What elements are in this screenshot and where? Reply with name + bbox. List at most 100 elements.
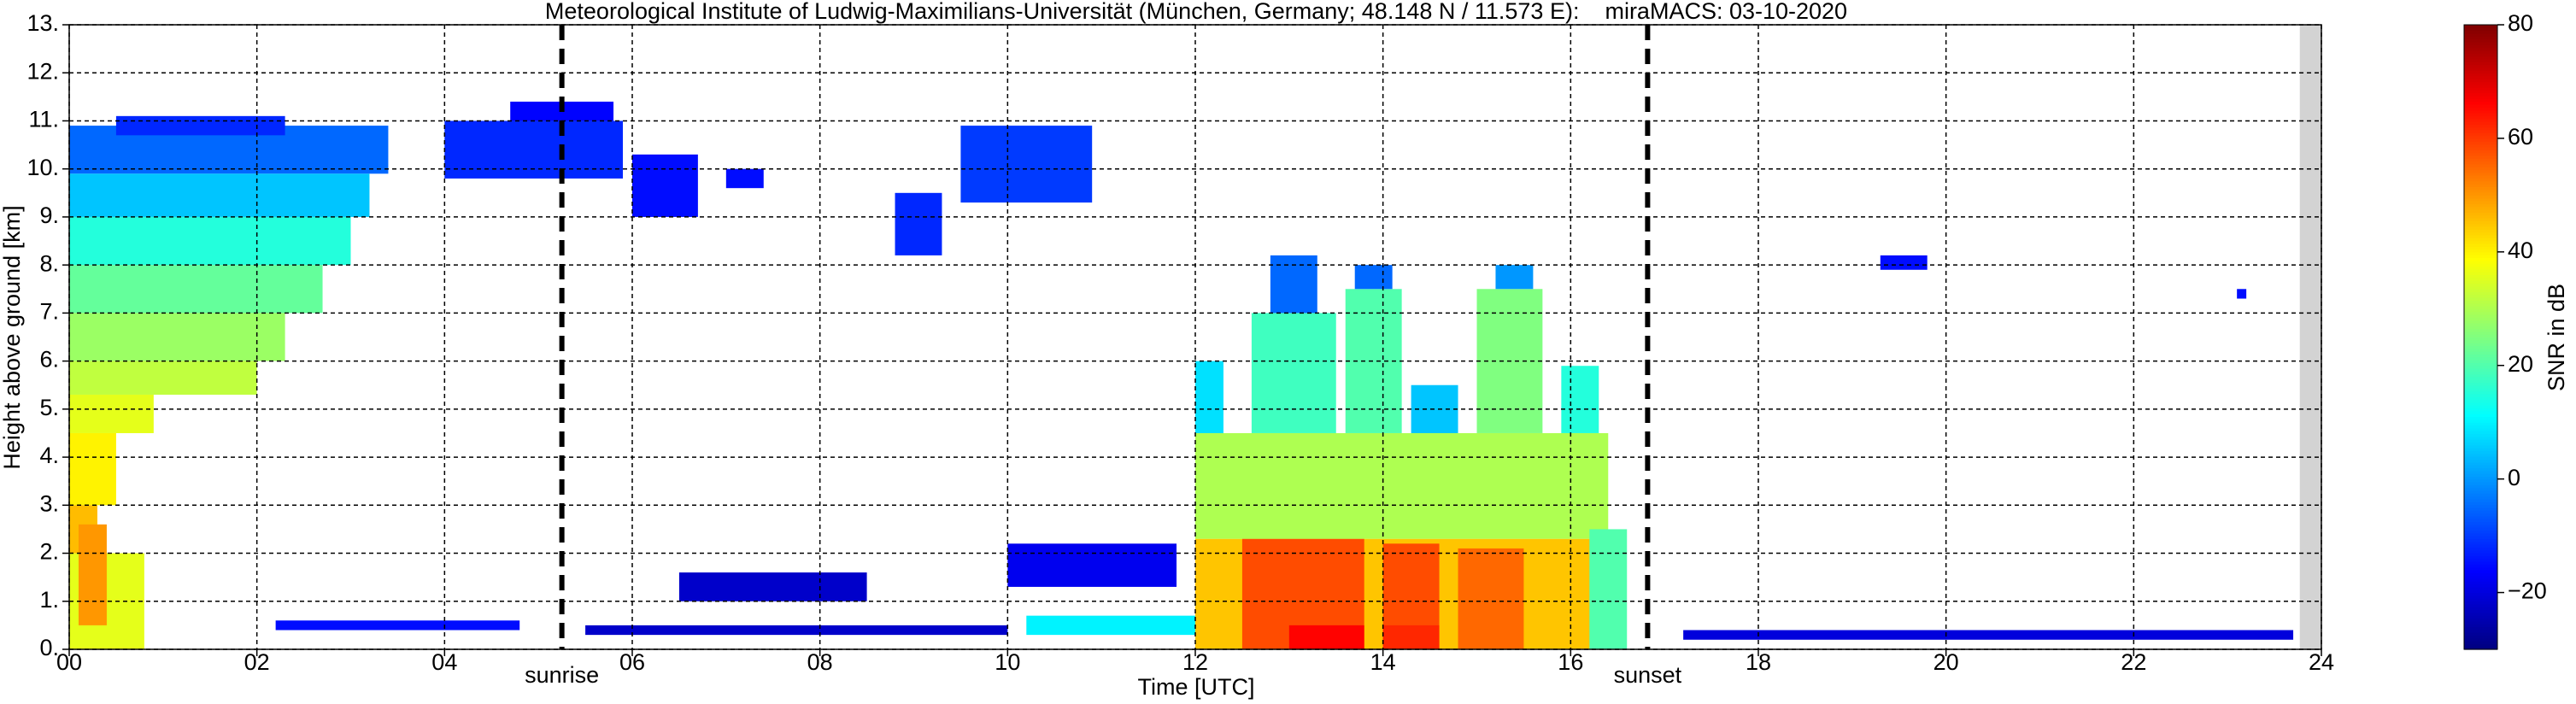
colorbar-segment [2464,251,2497,255]
colorbar-segment [2464,184,2497,187]
colorbar-segment [2464,547,2497,551]
colorbar-segment [2464,382,2497,386]
x-tick-label: 06 [619,649,645,675]
colorbar-segment [2464,555,2497,560]
annotation-label: sunrise [525,662,599,688]
colorbar-segment [2464,243,2497,247]
y-tick-label: 9. [39,202,59,228]
colorbar-segment [2464,351,2497,355]
colorbar-segment [2464,234,2497,238]
colorbar-tick-label: 40 [2508,238,2533,263]
radar-echo [1026,615,1195,636]
x-tick-label: 12 [1182,649,1208,675]
colorbar-segment [2464,603,2497,607]
colorbar-segment [2464,581,2497,585]
radar-echo [69,313,285,361]
colorbar-segment [2464,302,2497,307]
colorbar-segment [2464,544,2497,548]
x-tick-label: 20 [1933,649,1959,675]
colorbar-segment [2464,362,2497,367]
colorbar-segment [2464,328,2497,332]
colorbar-segment [2464,44,2497,49]
y-tick-label: 11. [28,107,59,132]
colorbar-segment [2464,620,2497,625]
x-tick-label: 10 [995,649,1020,675]
colorbar-segment [2464,572,2497,577]
colorbar-segment [2464,560,2497,565]
radar-echo [585,625,1008,636]
colorbar-segment [2464,73,2497,77]
colorbar-segment [2464,195,2497,199]
colorbar-segment [2464,456,2497,460]
colorbar-segment [2464,217,2497,221]
colorbar-segment [2464,553,2497,556]
colorbar-segment [2464,493,2497,497]
colorbar-segment [2464,629,2497,633]
colorbar-segment [2464,439,2497,443]
colorbar-segment [2464,476,2497,480]
colorbar-segment [2464,167,2497,171]
radar-echo [895,192,942,255]
colorbar-segment [2464,609,2497,613]
colorbar-segment [2464,146,2497,150]
colorbar-segment [2464,354,2497,358]
radar-echo [678,572,867,601]
colorbar-segment [2464,402,2497,406]
colorbar-segment [2464,558,2497,562]
y-tick-label: 5. [39,395,59,420]
colorbar-segment [2464,64,2497,68]
colorbar-segment [2464,152,2497,156]
colorbar-segment [2464,377,2497,380]
colorbar-segment [2464,141,2497,145]
colorbar-segment [2464,238,2497,242]
radar-echo [1288,625,1364,649]
colorbar-segment [2464,595,2497,599]
colorbar-segment [2464,408,2497,412]
colorbar-segment [2464,502,2497,506]
colorbar-segment [2464,519,2497,523]
colorbar-segment [2464,291,2497,296]
colorbar-segment [2464,527,2497,531]
colorbar-segment [2464,135,2497,139]
colorbar-segment [2464,461,2497,466]
colorbar-segment [2464,536,2497,540]
colorbar-segment [2464,277,2497,281]
colorbar-segment [2464,158,2497,162]
x-tick-label: 18 [1746,649,1771,675]
x-tick-label: 02 [244,649,270,675]
radar-echo [115,115,285,136]
colorbar-segment [2464,289,2497,292]
colorbar-segment [2464,257,2497,261]
y-tick-label: 6. [39,347,59,373]
colorbar-segment [2464,507,2497,511]
colorbar-segment [2464,510,2497,514]
colorbar-segment [2464,549,2497,554]
colorbar-segment [2464,214,2497,219]
radar-echo [1270,255,1317,314]
colorbar-segment [2464,326,2497,330]
colorbar-segment [2464,300,2497,304]
colorbar-segment [2464,607,2497,611]
colorbar-segment [2464,379,2497,384]
colorbar-segment [2464,311,2497,315]
colorbar-segment [2464,450,2497,455]
colorbar-tick-label: 60 [2508,124,2533,150]
colorbar-segment [2464,431,2497,435]
colorbar-segment [2464,47,2497,51]
colorbar-segment [2464,601,2497,605]
colorbar-segment [2464,322,2497,326]
colorbar-segment [2464,172,2497,176]
colorbar-segment [2464,263,2497,267]
colorbar-tick-label: 0 [2508,465,2520,490]
colorbar-segment [2464,641,2497,644]
colorbar-segment [2464,425,2497,429]
colorbar-segment [2464,513,2497,517]
colorbar-segment [2464,365,2497,369]
radar-echo [1589,529,1628,649]
colorbar-segment [2464,615,2497,619]
colorbar-segment [2464,53,2497,57]
y-tick-label: 13. [26,10,59,36]
colorbar-segment [2464,178,2497,182]
radar-echo [1880,255,1928,270]
colorbar-segment [2464,444,2497,449]
